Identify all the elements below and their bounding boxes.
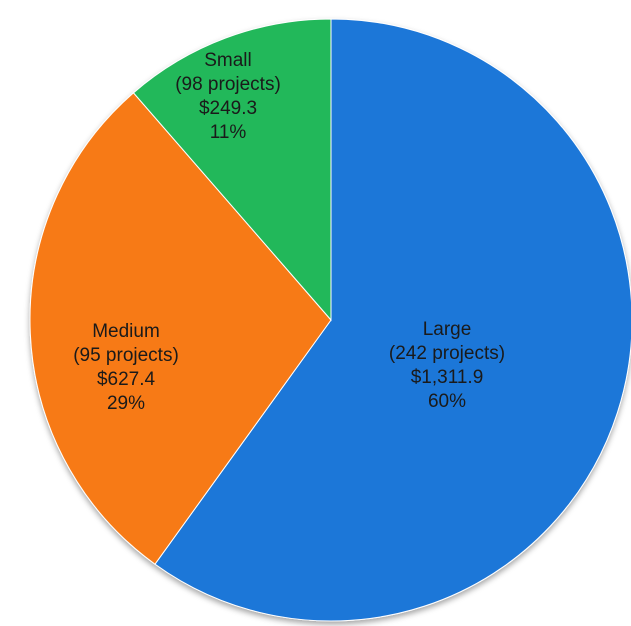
- slice-label-medium: Medium (95 projects) $627.4 29%: [73, 321, 179, 414]
- slice-projects-label-medium: (95 projects): [73, 345, 179, 366]
- pie-slice-large: [154, 18, 631, 622]
- pie-slice-medium: [29, 92, 332, 565]
- slice-amount-label-large: $1,311.9: [411, 367, 484, 388]
- slice-amount-label-medium: $627.4: [97, 369, 156, 390]
- slice-name-label-large: Large: [423, 319, 472, 340]
- slice-name-label-small: Small: [204, 50, 252, 71]
- pie-slices: [29, 18, 631, 622]
- slice-name-label-medium: Medium: [92, 321, 160, 342]
- slice-projects-label-small: (98 projects): [175, 74, 281, 95]
- pie-slice-small: [132, 18, 332, 322]
- slice-amount-label-small: $249.3: [199, 98, 257, 119]
- slice-percent-label-small: 11%: [210, 122, 247, 143]
- slice-projects-label-large: (242 projects): [389, 343, 505, 364]
- slice-label-large: Large (242 projects) $1,311.9 60%: [389, 319, 505, 412]
- slice-percent-label-large: 60%: [428, 391, 466, 412]
- pie-labels: Large (242 projects) $1,311.9 60% Medium (95 …: [73, 50, 505, 414]
- slice-percent-label-medium: 29%: [107, 393, 145, 414]
- slice-label-small: Small (98 projects) $249.3 11%: [175, 50, 281, 143]
